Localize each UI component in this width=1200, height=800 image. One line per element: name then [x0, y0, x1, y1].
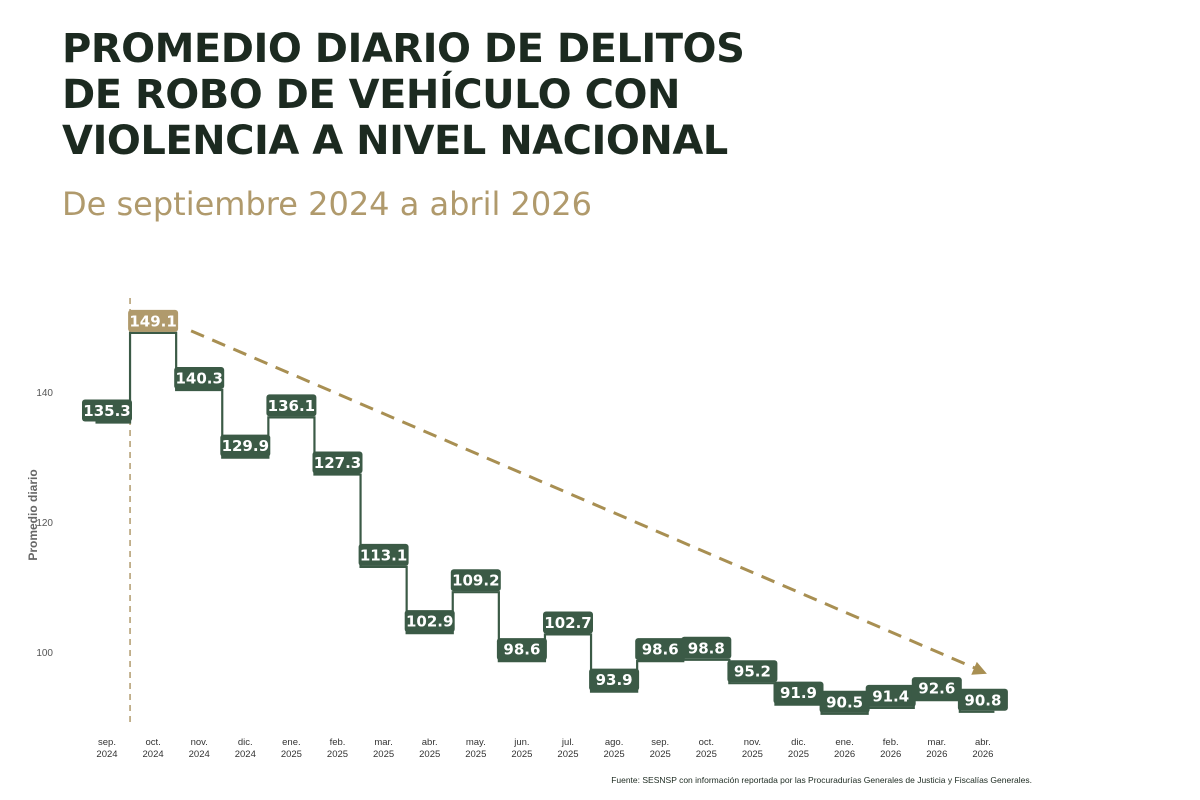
title-line: PROMEDIO DIARIO DE DELITOS [62, 26, 745, 72]
data-label: 90.8 [964, 691, 1001, 709]
x-tick-year: 2025 [373, 749, 394, 760]
x-tick-year: 2025 [465, 749, 486, 760]
data-label: 92.6 [918, 680, 955, 698]
data-label: 98.8 [688, 639, 725, 657]
data-label-box [681, 636, 732, 659]
data-label: 102.7 [544, 614, 591, 632]
x-tick-month: mar. [928, 737, 946, 748]
x-tick-year: 2025 [604, 749, 625, 760]
data-label: 90.5 [826, 693, 863, 711]
x-tick-month: may. [466, 737, 486, 748]
x-tick-year: 2025 [419, 749, 440, 760]
trend-line [190, 329, 980, 672]
x-tick-month: mar. [374, 737, 392, 748]
x-tick-month: oct. [145, 737, 160, 748]
data-label: 98.6 [503, 641, 540, 659]
y-tick-label: 100 [36, 648, 53, 659]
data-label: 113.1 [360, 546, 407, 564]
x-tick-year: 2025 [788, 749, 809, 760]
data-label-box [727, 660, 778, 683]
x-tick-month: nov. [744, 737, 761, 748]
x-tick-year: 2025 [696, 749, 717, 760]
x-tick-year: 2025 [281, 749, 302, 760]
x-tick-year: 2025 [327, 749, 348, 760]
y-tick-label: 140 [36, 388, 53, 399]
x-tick-year: 2026 [926, 749, 947, 760]
data-label-box [220, 434, 271, 457]
x-tick-year: 2025 [557, 749, 578, 760]
data-label-box [957, 688, 1008, 711]
x-tick-month: abr. [975, 737, 991, 748]
data-label-box [266, 394, 317, 417]
title-line: DE ROBO DE VEHÍCULO CON [62, 72, 680, 118]
x-tick-year: 2025 [742, 749, 763, 760]
data-label-box [911, 677, 962, 700]
chart-subtitle: De septiembre 2024 a abril 2026 [62, 185, 592, 223]
data-label: 109.2 [452, 572, 499, 590]
data-label: 127.3 [314, 454, 361, 472]
x-tick-month: ago. [605, 737, 624, 748]
data-label: 91.4 [872, 687, 909, 705]
x-tick-month: sep. [98, 737, 116, 748]
data-label: 93.9 [596, 671, 633, 689]
x-tick-month: dic. [791, 737, 806, 748]
x-tick-month: ene. [282, 737, 301, 748]
data-label: 91.9 [780, 684, 817, 702]
x-tick-year: 2026 [972, 749, 993, 760]
data-label-box [865, 684, 916, 707]
data-label-box [496, 638, 547, 661]
x-tick-month: nov. [191, 737, 208, 748]
data-label: 98.6 [642, 641, 679, 659]
data-label-box [128, 309, 179, 332]
x-tick-year: 2025 [650, 749, 671, 760]
data-label-box [404, 610, 455, 633]
x-tick-month: feb. [883, 737, 899, 748]
data-label-box [312, 451, 363, 474]
trend-arrowhead [971, 661, 987, 675]
x-tick-month: abr. [422, 737, 438, 748]
data-label: 140.3 [175, 370, 222, 388]
data-label-box [543, 611, 593, 634]
data-label: 136.1 [268, 397, 315, 415]
data-label-box [819, 690, 870, 713]
title-line: VIOLENCIA A NIVEL NACIONAL [62, 118, 728, 164]
x-tick-month: dic. [238, 737, 253, 748]
chart-title: PROMEDIO DIARIO DE DELITOS DE ROBO DE VE… [62, 26, 962, 164]
data-label-box [174, 367, 225, 390]
data-label-box [358, 543, 409, 566]
x-tick-year: 2026 [834, 749, 855, 760]
data-label-box [773, 681, 824, 704]
x-tick-year: 2024 [96, 749, 117, 760]
data-label: 129.9 [222, 437, 269, 455]
x-tick-month: jul. [561, 737, 574, 748]
data-label: 102.9 [406, 613, 453, 631]
data-label-box [82, 399, 132, 422]
x-tick-year: 2024 [143, 749, 164, 760]
x-tick-year: 2024 [235, 749, 256, 760]
data-label: 95.2 [734, 663, 771, 681]
x-tick-month: sep. [651, 737, 669, 748]
x-tick-month: feb. [330, 737, 346, 748]
x-tick-month: jun. [513, 737, 529, 748]
data-label: 149.1 [129, 312, 176, 330]
y-axis-label: Promedio diario [26, 469, 40, 560]
data-label-box [635, 638, 686, 661]
source-note: Fuente: SESNSP con información reportada… [611, 775, 1032, 785]
x-tick-year: 2025 [511, 749, 532, 760]
data-label-box [450, 569, 501, 592]
data-label: 135.3 [83, 402, 130, 420]
x-tick-month: ene. [835, 737, 854, 748]
data-label-box [589, 668, 640, 691]
x-tick-year: 2026 [880, 749, 901, 760]
y-tick-label: 120 [36, 518, 53, 529]
x-tick-year: 2024 [189, 749, 210, 760]
x-tick-month: oct. [699, 737, 714, 748]
